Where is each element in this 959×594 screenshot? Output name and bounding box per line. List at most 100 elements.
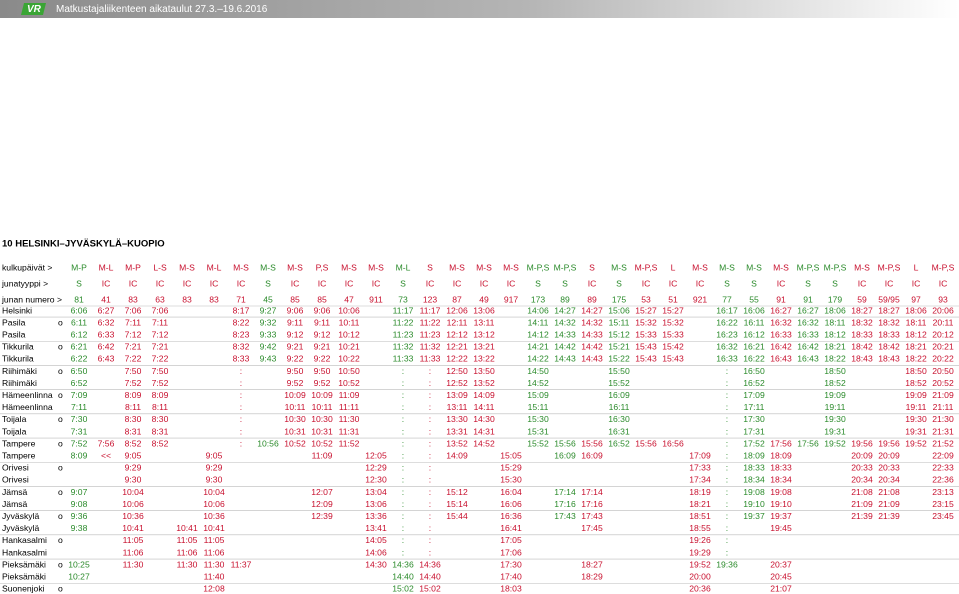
time-cell: 17:34	[689, 475, 711, 485]
time-cell: 7:31	[71, 426, 88, 436]
time-cell: 19:26	[689, 535, 711, 545]
time-cell: 16:27	[770, 305, 792, 315]
time-cell: 11:06	[204, 547, 225, 557]
time-cell: 18:06	[824, 305, 846, 315]
time-cell: 14:52	[527, 378, 549, 388]
time-cell: 18:21	[824, 342, 846, 352]
header-cell: IC	[372, 278, 381, 288]
time-cell: :	[402, 487, 404, 497]
time-cell: 17:05	[500, 535, 522, 545]
header-cell: M-L	[396, 262, 411, 272]
time-cell: 15:32	[662, 317, 684, 327]
time-cell: 14:50	[527, 366, 549, 376]
header-cell: L-S	[153, 262, 167, 272]
time-cell: :	[402, 414, 404, 424]
time-cell: 6:33	[98, 329, 115, 339]
header-cell: 173	[531, 294, 546, 304]
time-cell: 16:22	[716, 317, 738, 327]
time-cell: 9:29	[125, 463, 142, 473]
arrival-mark: o	[58, 535, 63, 545]
time-cell: 12:50	[446, 366, 468, 376]
time-cell: 18:29	[581, 571, 603, 581]
header-cell: 47	[344, 294, 354, 304]
time-cell: 15:02	[419, 584, 441, 594]
station-name: Hämeenlinna	[2, 390, 53, 400]
time-cell: 7:52	[125, 378, 142, 388]
station-name: Tikkurila	[2, 354, 34, 364]
time-cell: :	[240, 438, 242, 448]
header-cell: IC	[345, 278, 354, 288]
header-cell: 81	[74, 294, 84, 304]
header-cell: M-L	[99, 262, 114, 272]
time-cell: 11:17	[420, 305, 441, 315]
time-cell: 13:30	[446, 414, 468, 424]
time-cell: :	[429, 426, 431, 436]
time-cell: 13:36	[365, 511, 387, 521]
time-cell: 23:13	[932, 487, 954, 497]
time-cell: 11:05	[204, 535, 225, 545]
time-cell: :	[240, 378, 242, 388]
time-cell: :	[429, 390, 431, 400]
time-cell: :	[240, 390, 242, 400]
time-cell: 16:33	[770, 329, 792, 339]
header-cell: 83	[209, 294, 219, 304]
time-cell: 18:09	[770, 450, 792, 460]
time-cell: 18:43	[851, 354, 873, 364]
time-cell: 9:52	[314, 378, 331, 388]
time-cell: 14:27	[554, 305, 576, 315]
time-cell: 15:52	[527, 438, 549, 448]
time-cell: 12:12	[446, 329, 468, 339]
row-label: junatyyppi >	[1, 278, 48, 288]
time-cell: 16:33	[716, 354, 738, 364]
time-cell: 16:32	[716, 342, 738, 352]
time-cell: 16:43	[770, 354, 792, 364]
time-cell: 9:43	[260, 354, 277, 364]
time-cell: 15:02	[392, 584, 414, 594]
header-cell: L	[671, 262, 676, 272]
time-cell: 21:08	[878, 487, 900, 497]
time-cell: 21:39	[878, 511, 900, 521]
time-cell: 10:06	[338, 305, 360, 315]
time-cell: 14:32	[554, 317, 576, 327]
header-cell: M-S	[260, 262, 276, 272]
time-cell: 17:56	[770, 438, 792, 448]
time-cell: 10:09	[284, 390, 306, 400]
time-cell: 19:37	[743, 511, 765, 521]
header-cell: 917	[504, 294, 519, 304]
time-cell: 18:09	[743, 450, 765, 460]
logo-shape	[21, 3, 46, 15]
time-cell: :	[429, 438, 431, 448]
time-cell: 15:43	[635, 342, 657, 352]
header-cell: S	[265, 278, 271, 288]
time-cell: 6:52	[71, 378, 88, 388]
time-cell: 19:11	[825, 402, 846, 412]
time-cell: 15:43	[662, 354, 684, 364]
header-cell: 179	[828, 294, 843, 304]
header-cell: 89	[560, 294, 570, 304]
time-cell: :	[429, 378, 431, 388]
time-cell: 13:06	[365, 499, 387, 509]
time-cell: 10:56	[257, 438, 279, 448]
time-cell: 16:27	[797, 305, 819, 315]
time-cell: :	[402, 511, 404, 521]
time-cell: 15:11	[609, 317, 630, 327]
time-cell: 17:43	[554, 511, 576, 521]
time-cell: 8:31	[152, 426, 169, 436]
time-cell: :	[402, 535, 404, 545]
header-cell: IC	[291, 278, 300, 288]
time-cell: 20:11	[933, 317, 954, 327]
header-cell: 63	[155, 294, 165, 304]
time-cell: 13:21	[473, 342, 495, 352]
time-cell: 10:52	[284, 438, 306, 448]
time-cell: :	[726, 402, 728, 412]
time-cell: 12:22	[446, 354, 468, 364]
time-cell: 10:11	[339, 317, 360, 327]
time-cell: 10:25	[68, 559, 90, 569]
time-cell: 20:22	[932, 354, 954, 364]
time-cell: 19:52	[689, 559, 711, 569]
time-cell: 22:36	[932, 475, 954, 485]
time-cell: 17:06	[500, 547, 522, 557]
time-cell: :	[402, 426, 404, 436]
time-cell: 6:32	[98, 317, 115, 327]
arrival-mark: o	[58, 366, 63, 376]
